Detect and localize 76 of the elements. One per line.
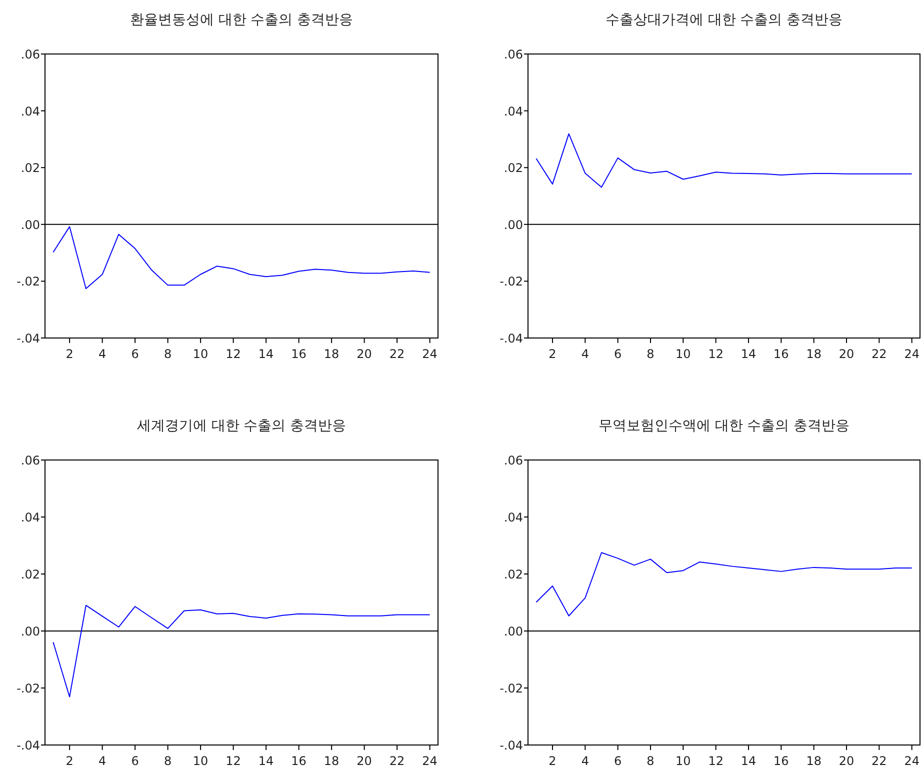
x-tick-label: 14 xyxy=(258,754,274,768)
x-tick-label: 2 xyxy=(548,347,556,361)
x-tick-label: 10 xyxy=(676,754,691,768)
x-tick-label: 4 xyxy=(98,347,106,361)
chart-title: 세계경기에 대한 수출의 충격반응 xyxy=(136,418,346,434)
chart-title: 환율변동성에 대한 수출의 충격반응 xyxy=(130,12,354,28)
chart-title: 무역보험인수액에 대한 수출의 충격반응 xyxy=(598,418,850,434)
x-tick-label: 22 xyxy=(389,347,405,361)
x-tick-label: 6 xyxy=(131,754,139,768)
y-tick-label: .00 xyxy=(20,218,40,232)
y-tick-label: .02 xyxy=(20,568,40,582)
x-tick-label: 14 xyxy=(740,754,756,768)
y-tick-label: .02 xyxy=(20,161,40,176)
y-tick-label: .02 xyxy=(504,568,523,582)
x-tick-label: 18 xyxy=(324,754,340,768)
y-tick-label: -.02 xyxy=(500,682,523,696)
x-tick-label: 10 xyxy=(676,347,691,361)
y-tick-label: .06 xyxy=(20,48,40,62)
x-tick-label: 22 xyxy=(872,754,887,768)
x-tick-label: 8 xyxy=(646,347,654,361)
chart-title: 수출상대가격에 대한 수출의 충격반응 xyxy=(605,12,843,28)
x-tick-label: 8 xyxy=(164,347,172,361)
x-tick-label: 6 xyxy=(614,347,622,361)
x-tick-label: 16 xyxy=(774,754,789,768)
y-tick-label: .06 xyxy=(504,48,523,62)
x-tick-label: 4 xyxy=(98,754,106,768)
y-tick-label: .06 xyxy=(20,454,40,468)
x-tick-label: 20 xyxy=(838,347,854,361)
x-tick-label: 2 xyxy=(548,754,556,768)
x-tick-label: 24 xyxy=(904,347,920,361)
x-tick-label: 4 xyxy=(581,754,589,768)
x-tick-label: 4 xyxy=(581,347,589,361)
y-tick-label: .00 xyxy=(504,624,523,638)
y-tick-label: -.02 xyxy=(16,682,40,696)
x-tick-label: 6 xyxy=(614,754,622,768)
x-tick-label: 16 xyxy=(291,347,306,361)
x-tick-label: 8 xyxy=(646,754,654,768)
y-tick-label: -.02 xyxy=(16,274,40,289)
y-tick-label: -.02 xyxy=(500,274,523,289)
x-tick-label: 14 xyxy=(740,347,756,361)
x-tick-label: 24 xyxy=(904,754,920,768)
x-tick-label: 16 xyxy=(291,754,306,768)
x-tick-label: 10 xyxy=(192,754,208,768)
y-tick-label: .02 xyxy=(504,161,523,176)
x-tick-label: 18 xyxy=(806,754,822,768)
y-tick-label: .04 xyxy=(504,510,523,524)
x-tick-label: 18 xyxy=(324,347,340,361)
y-tick-label: -.04 xyxy=(16,738,40,752)
y-tick-label: .04 xyxy=(20,510,40,524)
y-tick-label: -.04 xyxy=(500,332,523,346)
x-tick-label: 20 xyxy=(356,754,372,768)
x-tick-label: 12 xyxy=(226,347,241,361)
y-tick-label: .00 xyxy=(20,624,40,638)
x-tick-label: 2 xyxy=(66,347,74,361)
y-tick-label: .04 xyxy=(20,104,40,118)
y-tick-label: -.04 xyxy=(500,738,523,752)
x-tick-label: 10 xyxy=(192,347,208,361)
y-tick-label: .04 xyxy=(504,104,523,118)
x-tick-label: 14 xyxy=(258,347,274,361)
x-tick-label: 20 xyxy=(838,754,854,768)
x-tick-label: 2 xyxy=(66,754,74,768)
x-tick-label: 8 xyxy=(164,754,172,768)
y-tick-label: .00 xyxy=(504,218,523,232)
x-tick-label: 22 xyxy=(872,347,887,361)
x-tick-label: 24 xyxy=(422,347,438,361)
x-tick-label: 22 xyxy=(389,754,405,768)
x-tick-label: 6 xyxy=(131,347,139,361)
x-tick-label: 12 xyxy=(708,347,724,361)
x-tick-label: 16 xyxy=(774,347,789,361)
x-tick-label: 12 xyxy=(226,754,241,768)
x-tick-label: 12 xyxy=(708,754,724,768)
y-tick-label: -.04 xyxy=(16,332,40,346)
x-tick-label: 20 xyxy=(356,347,372,361)
x-tick-label: 24 xyxy=(422,754,438,768)
y-tick-label: .06 xyxy=(504,454,523,468)
x-tick-label: 18 xyxy=(806,347,822,361)
